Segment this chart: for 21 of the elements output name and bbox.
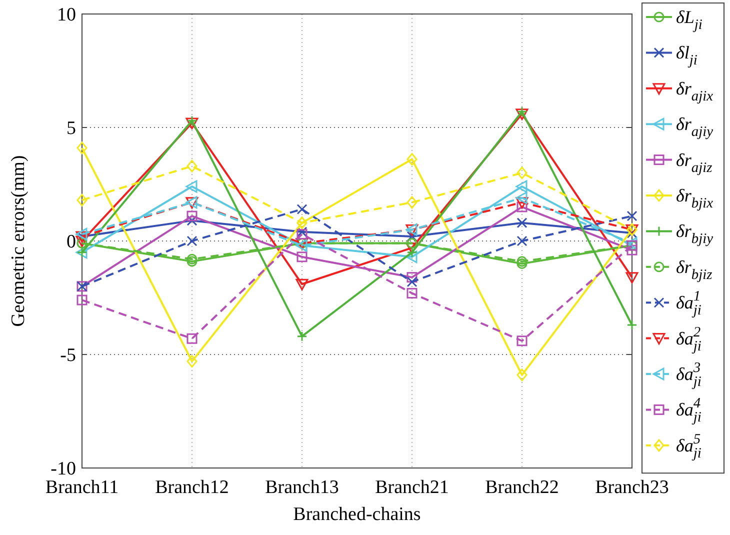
legend-label: δl$_{ji}$ <box>676 42 698 69</box>
x-tick-label: Branch23 <box>595 477 669 498</box>
x-tick-label: Branch13 <box>265 477 339 498</box>
y-tick-label: 10 <box>57 4 76 26</box>
x-tick-label: Branch12 <box>155 477 229 498</box>
legend-label: δr$_{bjiz}$ <box>676 256 713 284</box>
y-tick-label: -10 <box>50 458 76 480</box>
x-tick-label: Branch21 <box>375 477 449 498</box>
legend-label: δr$_{ajiy}$ <box>676 114 714 140</box>
legend-label: δr$_{ajiz}$ <box>676 150 713 176</box>
x-tick-label: Branch22 <box>485 477 559 498</box>
y-tick-label: -5 <box>60 345 76 366</box>
legend-label: δr$_{bjix}$ <box>676 186 714 212</box>
x-axis-title: Branched-chains <box>293 504 421 525</box>
y-axis-title: Geometric errors(mm) <box>8 155 29 327</box>
x-tick-label: Branch11 <box>45 477 119 498</box>
y-tick-label: 5 <box>66 118 76 140</box>
y-tick-label: 0 <box>66 232 76 253</box>
legend-label: δr$_{ajix}$ <box>676 78 714 105</box>
legend-label: δL$_{ji}$ <box>676 7 702 34</box>
legend-label: δr$_{bjiy}$ <box>676 221 714 248</box>
